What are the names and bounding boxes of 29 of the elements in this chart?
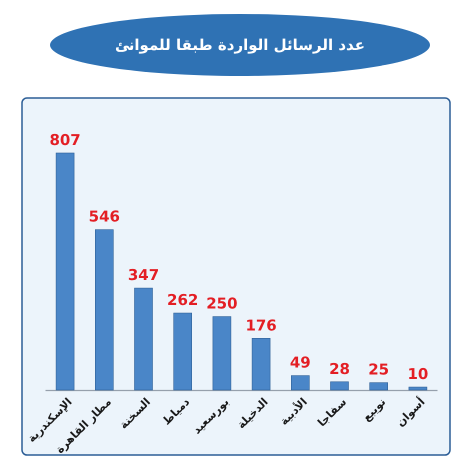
data-label: 347 <box>128 266 160 284</box>
x-tick-label: الأدبية <box>276 394 310 428</box>
x-tick-label: الدخيلة <box>234 395 271 432</box>
data-label: 49 <box>290 354 311 372</box>
bar <box>173 312 192 390</box>
bar <box>408 386 428 390</box>
data-label: 262 <box>167 291 198 310</box>
bar <box>369 382 388 390</box>
data-label: 807 <box>49 131 81 149</box>
data-label: 25 <box>368 360 390 379</box>
bar <box>95 229 114 390</box>
bar <box>56 152 74 390</box>
x-tick-label: نويبع <box>360 395 388 424</box>
x-tick-label: السخنة <box>116 395 154 432</box>
bar <box>330 381 349 390</box>
data-label: 10 <box>407 365 428 384</box>
bar <box>291 375 310 390</box>
x-tick-label: دمياط <box>160 395 193 428</box>
bar <box>134 288 153 390</box>
data-label: 28 <box>329 360 350 378</box>
chart-title: عدد الرسائل الواردة طبقا للموانئ <box>115 36 365 54</box>
data-label: 250 <box>206 294 238 313</box>
x-tick-label: بورسعيد <box>190 395 232 437</box>
x-tick-label: أسوان <box>393 394 428 430</box>
bar <box>252 338 270 390</box>
bar <box>212 316 232 390</box>
data-label: 176 <box>245 316 277 334</box>
x-tick-label: سفاجا <box>315 395 350 430</box>
data-label: 546 <box>88 208 120 226</box>
